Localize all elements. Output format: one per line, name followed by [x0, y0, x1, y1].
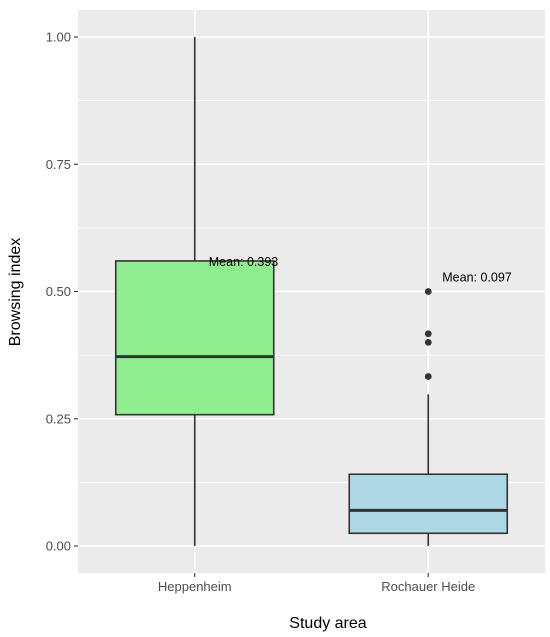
y-tick-label: 0.00 [46, 539, 71, 554]
mean-annotation: Mean: 0.393 [209, 255, 279, 269]
y-axis-title: Browsing index [7, 238, 24, 347]
x-axis-title: Study area [289, 615, 366, 632]
boxes-layer [114, 37, 509, 546]
y-axis: 0.00 0.25 0.50 0.75 1.00 [46, 30, 78, 554]
outlier-point [424, 339, 432, 346]
y-tick-label: 0.25 [46, 411, 71, 426]
mean-annotations: Mean: 0.393 Mean: 0.097 [209, 255, 512, 284]
box-rochauer-heide [348, 288, 509, 546]
box-iqr [114, 260, 275, 416]
y-tick-label: 0.50 [46, 284, 71, 299]
y-tick-label: 0.75 [46, 157, 71, 172]
outlier-point [424, 288, 432, 295]
x-tick-label: Rochauer Heide [381, 579, 475, 594]
box-iqr [348, 473, 509, 535]
x-axis: Heppenheim Rochauer Heide [158, 573, 475, 594]
mean-annotation: Mean: 0.097 [442, 271, 512, 285]
x-tick-label: Heppenheim [158, 579, 232, 594]
y-tick-label: 1.00 [46, 30, 71, 45]
outlier-point [424, 330, 432, 338]
outlier-point [424, 373, 432, 380]
box-heppenheim [114, 37, 275, 546]
